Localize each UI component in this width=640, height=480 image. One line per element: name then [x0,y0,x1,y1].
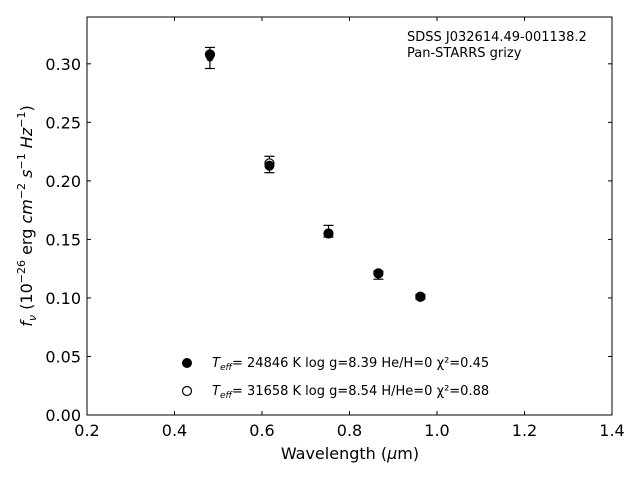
y-tick-label: 0.00 [45,406,81,425]
x-tick-label: 1.4 [599,421,624,440]
data-marks [204,46,426,302]
model-filled-point [373,268,384,279]
y-tick-label: 0.20 [45,172,81,191]
annotation-line-1: SDSS J032614.49-001138.2 [407,30,587,45]
legend-marker-filled [182,358,192,368]
x-tick-label: 0.6 [249,421,274,440]
y-tick-label: 0.30 [45,55,81,74]
x-tick-label: 0.8 [337,421,362,440]
svg-text:fν (10−26 erg cm−2 s−1 Hz−1): fν (10−26 erg cm−2 s−1 Hz−1) [15,105,39,326]
y-tick-label: 0.05 [45,347,81,366]
x-tick-label: 0.4 [162,421,187,440]
model-filled-point [204,49,215,60]
legend-text-2: Teff= 31658 K log g=8.54 H/He=0 χ²=0.88 [212,384,489,401]
annotation-line-2: Pan-STARRS grizy [407,46,522,61]
x-tick-label: 1.2 [512,421,537,440]
y-tick-label: 0.25 [45,113,81,132]
x-tick-label: 1.0 [424,421,449,440]
x-axis-label: Wavelength (μm) [281,444,419,463]
legend-marker-open [181,385,193,397]
model-filled-point [415,291,426,302]
x-tick-label: 0.2 [74,421,99,440]
legend: Teff= 24846 K log g=8.39 He/H=0 χ²=0.45 … [181,356,489,401]
y-tick-label: 0.10 [45,289,81,308]
model-filled-point [323,228,334,239]
legend-text-1: Teff= 24846 K log g=8.39 He/H=0 χ²=0.45 [212,356,489,373]
y-tick-label: 0.15 [45,230,81,249]
y-axis-label: fν (10−26 erg cm−2 s−1 Hz−1) [15,105,39,326]
axis-ticks: 0.2 0.4 0.6 0.8 1.0 1.2 1.4 0.00 0.05 0.10 0.15 0.2… [45,17,625,440]
model-filled-point [264,160,275,171]
